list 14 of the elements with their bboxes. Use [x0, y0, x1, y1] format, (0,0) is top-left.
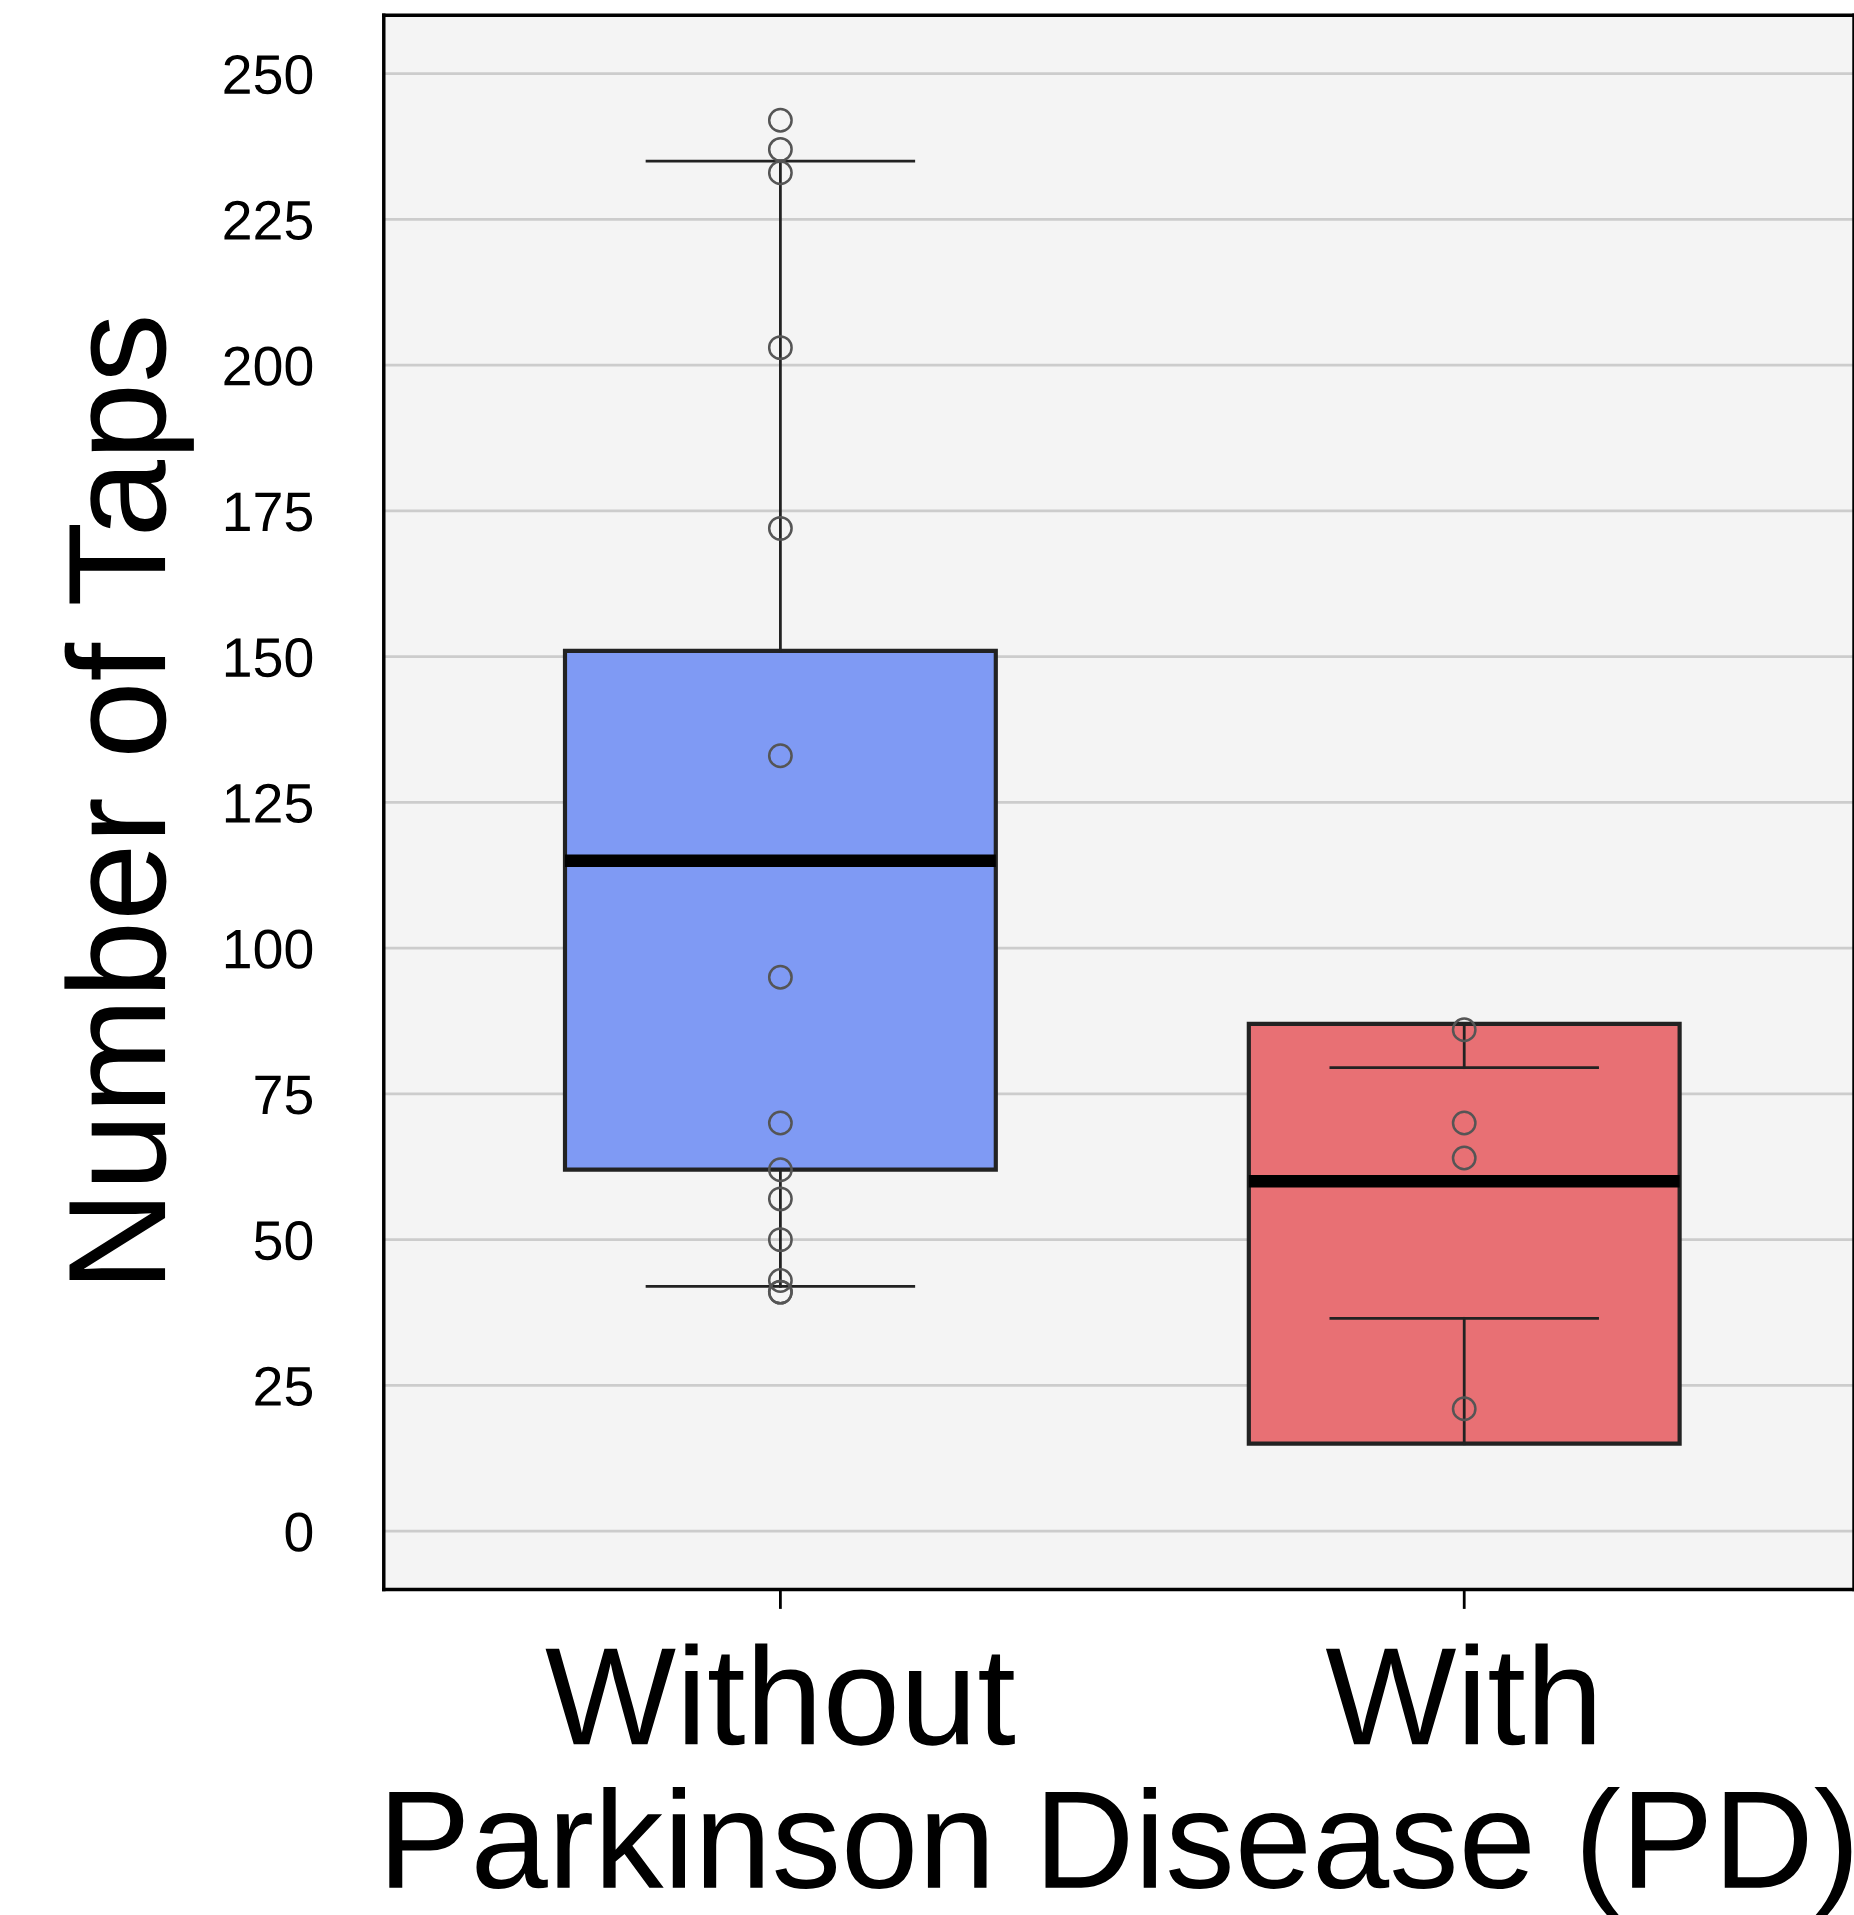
y-tick-label: 225: [224, 200, 313, 241]
y-tick-label: 75: [255, 1075, 313, 1115]
y-tick-label: 50: [254, 1220, 313, 1261]
x-tick-label: Without: [545, 1643, 1015, 1746]
y-axis-title: Number of Taps: [64, 318, 194, 1280]
x-tick-label: With: [1325, 1643, 1595, 1746]
y-tick-label: 0: [285, 1512, 313, 1552]
y-tick-label: 125: [225, 783, 313, 824]
y-tick-label: 150: [225, 637, 313, 678]
y-tick-label: 25: [255, 1366, 313, 1407]
y-tick-label: 200: [224, 346, 313, 386]
y-tick-label: 250: [224, 54, 313, 95]
y-tick-label: 175: [225, 492, 313, 532]
y-tick-label: 100: [225, 929, 313, 969]
